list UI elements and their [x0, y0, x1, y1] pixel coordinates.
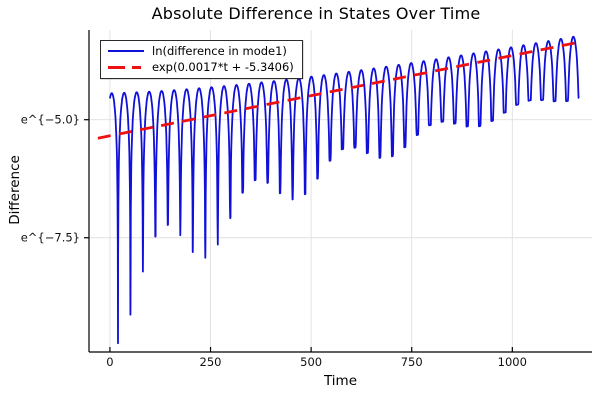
legend-item-red-fit: exp(0.0017*t + -5.3406) [108, 60, 294, 74]
legend-label: exp(0.0017*t + -5.3406) [152, 60, 294, 74]
x-tick-label: 500 [300, 355, 322, 369]
blue-line-swatch-icon [108, 50, 144, 52]
x-tick-label: 250 [200, 355, 222, 369]
x-tick-label: 1000 [498, 355, 527, 369]
blue-series-path [109, 35, 580, 345]
x-axis-label: Time [323, 373, 358, 389]
y-tick-label: e^{−7.5} [21, 231, 80, 245]
legend-label: ln(difference in mode1) [152, 44, 287, 58]
legend: ln(difference in mode1) exp(0.0017*t + -… [100, 40, 303, 79]
legend-item-blue-series: ln(difference in mode1) [108, 44, 294, 58]
chart-title: Absolute Difference in States Over Time [151, 4, 481, 23]
x-tick-label: 750 [401, 355, 423, 369]
red-trend-path [97, 40, 580, 140]
red-dash-swatch-icon [108, 65, 144, 69]
y-axis-label: Difference [7, 155, 23, 225]
x-tick-label: 0 [106, 355, 113, 369]
y-tick-label: e^{−5.0} [21, 113, 80, 127]
